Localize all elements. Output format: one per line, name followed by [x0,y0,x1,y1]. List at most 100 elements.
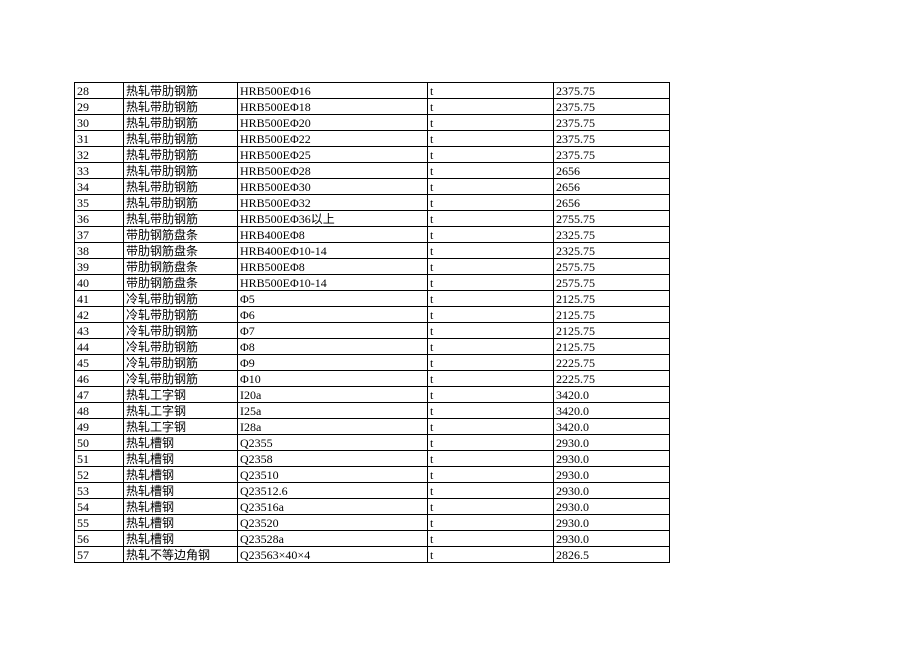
table-cell: 3420.0 [554,403,670,419]
table-cell: 38 [75,243,124,259]
table-cell: HRB500EΦ20 [238,115,428,131]
table-cell: Q23528a [238,531,428,547]
table-cell: 带肋钢筋盘条 [124,243,238,259]
table-cell: 29 [75,99,124,115]
table-row: 54热轧槽钢Q23516at2930.0 [75,499,670,515]
table-cell: t [428,99,554,115]
table-row: 53热轧槽钢Q23512.6t2930.0 [75,483,670,499]
table-cell: 2930.0 [554,435,670,451]
table-row: 45冷轧带肋钢筋Φ9t2225.75 [75,355,670,371]
table-cell: 带肋钢筋盘条 [124,275,238,291]
table-cell: 43 [75,323,124,339]
table-cell: t [428,547,554,563]
table-cell: 2375.75 [554,99,670,115]
table-cell: HRB400EΦ10-14 [238,243,428,259]
table-cell: 热轧槽钢 [124,531,238,547]
table-cell: 48 [75,403,124,419]
table-cell: 冷轧带肋钢筋 [124,307,238,323]
table-cell: Q2358 [238,451,428,467]
table-cell: t [428,131,554,147]
table-cell: t [428,387,554,403]
table-row: 30热轧带肋钢筋HRB500EΦ20t2375.75 [75,115,670,131]
table-cell: Φ9 [238,355,428,371]
table-cell: t [428,483,554,499]
table-cell: 2225.75 [554,355,670,371]
table-cell: Q23510 [238,467,428,483]
table-cell: t [428,403,554,419]
table-cell: t [428,435,554,451]
table-cell: 冷轧带肋钢筋 [124,371,238,387]
table-row: 56热轧槽钢Q23528at2930.0 [75,531,670,547]
table-cell: HRB500EΦ16 [238,83,428,99]
table-cell: 带肋钢筋盘条 [124,227,238,243]
table-cell: 热轧工字钢 [124,403,238,419]
table-cell: 2930.0 [554,483,670,499]
table-cell: HRB500EΦ25 [238,147,428,163]
table-cell: 57 [75,547,124,563]
table-row: 46冷轧带肋钢筋Φ10t2225.75 [75,371,670,387]
table-cell: 热轧工字钢 [124,419,238,435]
table-cell: 2375.75 [554,115,670,131]
table-cell: HRB500EΦ22 [238,131,428,147]
table-cell: 2930.0 [554,531,670,547]
table-cell: 41 [75,291,124,307]
table-cell: 49 [75,419,124,435]
table-cell: Q23563×40×4 [238,547,428,563]
table-cell: t [428,307,554,323]
table-cell: 52 [75,467,124,483]
table-cell: 45 [75,355,124,371]
table-cell: Φ10 [238,371,428,387]
table-cell: I20a [238,387,428,403]
table-row: 47热轧工字钢I20at3420.0 [75,387,670,403]
table-row: 29热轧带肋钢筋HRB500EΦ18t2375.75 [75,99,670,115]
table-cell: 30 [75,115,124,131]
table-cell: Q23512.6 [238,483,428,499]
table-cell: HRB500EΦ28 [238,163,428,179]
table-cell: t [428,531,554,547]
table-cell: 冷轧带肋钢筋 [124,339,238,355]
table-cell: 2575.75 [554,259,670,275]
table-cell: t [428,515,554,531]
table-cell: 2375.75 [554,83,670,99]
table-cell: HRB500EΦ30 [238,179,428,195]
table-row: 43冷轧带肋钢筋Φ7t2125.75 [75,323,670,339]
table-cell: HRB500EΦ10-14 [238,275,428,291]
table-cell: t [428,115,554,131]
table-cell: 35 [75,195,124,211]
table-cell: 54 [75,499,124,515]
table-cell: 37 [75,227,124,243]
table-cell: 50 [75,435,124,451]
table-cell: 热轧槽钢 [124,467,238,483]
table-cell: t [428,147,554,163]
table-cell: 32 [75,147,124,163]
table-cell: HRB500EΦ18 [238,99,428,115]
table-cell: t [428,371,554,387]
table-cell: Φ8 [238,339,428,355]
table-cell: 2826.5 [554,547,670,563]
table-cell: Φ7 [238,323,428,339]
table-cell: I25a [238,403,428,419]
table-cell: 2930.0 [554,451,670,467]
table-cell: t [428,195,554,211]
table-cell: 53 [75,483,124,499]
table-row: 41冷轧带肋钢筋Φ5t2125.75 [75,291,670,307]
table-cell: 热轧带肋钢筋 [124,163,238,179]
table-row: 36热轧带肋钢筋HRB500EΦ36以上t2755.75 [75,211,670,227]
table-row: 32热轧带肋钢筋HRB500EΦ25t2375.75 [75,147,670,163]
table-row: 42冷轧带肋钢筋Φ6t2125.75 [75,307,670,323]
table-cell: I28a [238,419,428,435]
table-cell: 55 [75,515,124,531]
table-cell: t [428,339,554,355]
table-cell: 热轧槽钢 [124,435,238,451]
table-cell: 34 [75,179,124,195]
table-cell: 36 [75,211,124,227]
table-cell: 冷轧带肋钢筋 [124,291,238,307]
table-cell: 2125.75 [554,307,670,323]
table-cell: 2930.0 [554,515,670,531]
table-cell: t [428,291,554,307]
table-cell: HRB500EΦ8 [238,259,428,275]
table-cell: 2375.75 [554,131,670,147]
table-row: 35热轧带肋钢筋HRB500EΦ32t2656 [75,195,670,211]
table-cell: HRB400EΦ8 [238,227,428,243]
table-row: 44冷轧带肋钢筋Φ8t2125.75 [75,339,670,355]
